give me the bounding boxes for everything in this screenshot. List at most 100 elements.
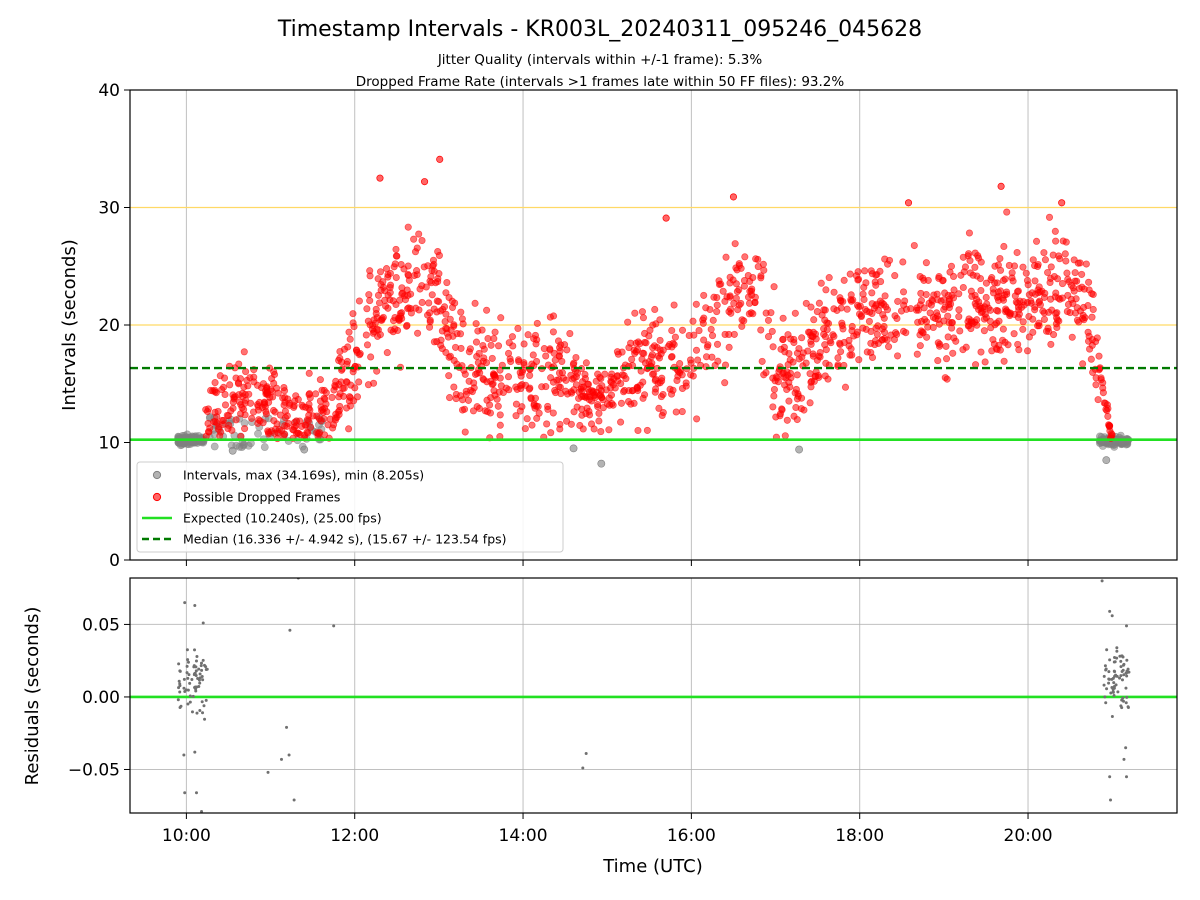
dropped-frame-point [639, 378, 647, 386]
dropped-frame-point [1031, 306, 1039, 314]
residual-point [1112, 693, 1116, 697]
residual-point [1124, 746, 1128, 750]
dropped-frame-point [232, 416, 240, 424]
dropped-frame-point [940, 317, 948, 325]
dropped-frame-point [529, 351, 537, 359]
dropped-frame-point [727, 309, 735, 317]
dropped-frame-point [702, 304, 710, 312]
dropped-frame-point [823, 326, 831, 334]
dropped-frame-point [1071, 269, 1079, 277]
dropped-frame-point [551, 386, 559, 395]
dropped-frame-point [670, 301, 678, 309]
dropped-frame-point [794, 390, 802, 398]
residual-point [1104, 668, 1108, 672]
dropped-frame-point [848, 351, 856, 359]
dropped-frame-point [778, 406, 786, 414]
dropped-frame-point [641, 338, 649, 346]
dropped-frame-point [272, 384, 281, 392]
residual-point [1124, 701, 1128, 705]
dropped-frame-point [834, 354, 842, 362]
dropped-frame-point [996, 254, 1004, 263]
dropped-frame-point [399, 289, 407, 297]
residual-point [186, 660, 190, 664]
dropped-frame-point [442, 348, 450, 357]
dropped-frame-point [1052, 320, 1060, 328]
dropped-frame-point [1005, 261, 1013, 269]
dropped-frame-point [448, 303, 457, 311]
jitter-quality-subtitle: Jitter Quality (intervals within +/-1 fr… [437, 52, 763, 68]
dropped-frame-point [514, 356, 523, 364]
dropped-frame-point [672, 408, 680, 416]
dropped-frame-point [442, 289, 450, 297]
dropped-frame-point [992, 344, 1000, 353]
dropped-frame-point [410, 235, 418, 243]
dropped-frame-point [994, 296, 1003, 304]
dropped-frame-point [567, 388, 575, 396]
x-tick-label: 18:00 [835, 826, 884, 846]
dropped-frame-point [1087, 355, 1095, 363]
dropped-frame-point [428, 291, 436, 299]
dropped-frame-point [845, 342, 853, 350]
dropped-frame-point [671, 333, 679, 341]
dropped-frame-point [904, 199, 913, 207]
dropped-frame-point [349, 368, 357, 376]
dropped-frame-point [757, 326, 765, 334]
dropped-frame-point [923, 333, 931, 341]
x-tick-label: 12:00 [330, 826, 379, 846]
dropped-frame-point [847, 297, 855, 305]
residual-point [186, 676, 190, 680]
dropped-frame-point [922, 290, 930, 299]
dropped-frame-point [544, 361, 552, 369]
residual-point [177, 662, 181, 666]
residual-point [1127, 670, 1131, 674]
dropped-frame-point [634, 426, 642, 435]
dropped-frame-point [762, 309, 770, 317]
residuals-y-tick-label: 0.05 [82, 615, 120, 635]
residual-point [200, 810, 204, 813]
dropped-frame-point [416, 285, 424, 293]
residual-point [1125, 674, 1129, 678]
residual-point [1115, 674, 1119, 678]
dropped-frame-point [597, 428, 605, 436]
dropped-frame-point [292, 417, 301, 425]
dropped-frame-point [646, 326, 654, 334]
dropped-frame-point [366, 272, 374, 280]
dropped-frame-point [826, 337, 834, 345]
residual-point [197, 667, 201, 671]
dropped-frame-point [839, 325, 847, 333]
dropped-frame-point [735, 286, 743, 294]
dropped-frame-point [372, 305, 380, 313]
dropped-frame-point [240, 348, 248, 356]
dropped-frame-point [415, 230, 423, 238]
dropped-frame-point [982, 293, 990, 302]
dropped-frame-point [451, 343, 460, 351]
dropped-frame-point [868, 353, 877, 362]
dropped-frame-point [281, 430, 289, 438]
residual-point [194, 659, 198, 663]
dropped-frame-point [692, 346, 701, 354]
residual-point [185, 671, 189, 675]
dropped-frame-point [1035, 319, 1043, 327]
dropped-frame-point [472, 320, 480, 328]
residual-point [1104, 701, 1108, 705]
dropped-frame-point [562, 376, 570, 384]
dropped-frame-point [1041, 256, 1049, 264]
dropped-frame-point [475, 404, 483, 413]
dropped-frame-point [214, 425, 222, 433]
dropped-frame-point [281, 407, 289, 415]
dropped-frame-point [1084, 302, 1092, 310]
dropped-frame-point [584, 380, 592, 388]
dropped-frame-point [608, 400, 616, 408]
residual-point [187, 673, 191, 677]
dropped-frame-point [760, 266, 768, 274]
legend-box [136, 461, 564, 553]
dropped-frame-point [975, 254, 983, 262]
dropped-frame-point [713, 301, 721, 309]
dropped-frame-point [878, 335, 886, 344]
residual-point [193, 648, 197, 652]
dropped-frame-point [566, 330, 574, 338]
dropped-frame-point [306, 394, 314, 402]
dropped-frame-point [665, 340, 674, 349]
residual-point [200, 668, 204, 672]
dropped-frame-point [1088, 313, 1096, 321]
